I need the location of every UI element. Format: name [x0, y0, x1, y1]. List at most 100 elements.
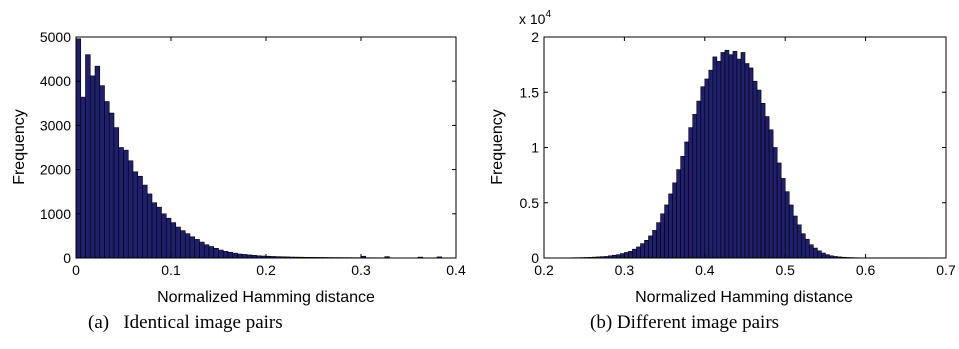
histogram-bar: [736, 58, 742, 259]
histogram-bar: [636, 246, 641, 259]
y-tick-label: 0.5: [520, 195, 540, 211]
histogram-bar: [804, 238, 810, 259]
histogram-bar: [137, 175, 143, 259]
histogram-bar: [203, 244, 210, 259]
histogram-bar: [189, 236, 196, 259]
histogram-bar: [161, 213, 167, 259]
x-tick-label: 0: [72, 262, 80, 278]
histogram-bar: [788, 204, 794, 259]
x-tick-label: 0.3: [351, 262, 371, 278]
exponent-base-b: x 10: [519, 11, 546, 27]
histogram-bar: [809, 244, 814, 259]
histogram-bar: [241, 254, 248, 259]
histogram-bar: [740, 52, 746, 259]
exponent-power-b: 4: [545, 9, 551, 20]
histogram-bar: [708, 69, 714, 259]
histogram-bar: [624, 252, 629, 259]
y-tick-label: 4000: [40, 73, 71, 89]
histogram-bar: [700, 86, 706, 259]
x-tick-label: 0.2: [534, 262, 554, 278]
histogram-bar: [813, 247, 818, 259]
x-tick-label: 0.3: [615, 262, 635, 278]
ticks-b: 0.2 0.3 0.4 0.5 0.6 0.7 0 0.5 1 1.5 2: [520, 29, 956, 278]
histogram-bar: [664, 204, 669, 259]
histogram-bar: [199, 241, 205, 259]
histogram-bar: [732, 51, 738, 259]
exponent-label-b: x 104: [519, 9, 551, 27]
histogram-bar: [208, 246, 215, 259]
histogram-bar: [175, 226, 181, 259]
x-tick-label: 0.7: [936, 262, 956, 278]
histogram-bar: [817, 250, 822, 259]
histogram-bar: [132, 171, 139, 259]
histogram-bar: [146, 193, 153, 259]
x-tick-label: 0.4: [446, 262, 466, 278]
histogram-bar: [644, 240, 649, 259]
histogram-bar: [692, 114, 698, 259]
ylabel-a: Frequency: [11, 109, 28, 185]
histogram-bar: [170, 222, 177, 259]
histogram-bar: [99, 85, 105, 259]
histogram-bar: [218, 249, 224, 259]
histogram-bar: [792, 215, 798, 259]
chart-a: 0 0.1 0.2 0.3 0.4 0 1000 2000 3000 4000 5000 Norma…: [11, 29, 466, 306]
y-tick-label: 0: [531, 250, 539, 266]
histogram-bar: [724, 49, 730, 259]
histogram-bar: [237, 253, 243, 259]
histogram-bar: [184, 233, 191, 259]
histogram-bar: [156, 206, 162, 259]
histogram-bar: [728, 54, 734, 259]
histogram-bar: [127, 160, 134, 259]
histogram-bar: [668, 193, 673, 259]
histogram-bar: [704, 78, 710, 259]
histogram-bar: [232, 252, 238, 259]
bars-b: [563, 49, 927, 259]
histogram-bar: [89, 75, 96, 259]
histogram-bar: [684, 141, 690, 259]
y-tick-label: 5000: [40, 29, 71, 45]
y-tick-label: 1000: [40, 206, 71, 222]
bars-a: [75, 38, 457, 259]
histogram-bar: [800, 233, 806, 259]
histogram-bar: [227, 251, 234, 259]
histogram-bar: [772, 147, 778, 259]
histogram-bar: [756, 89, 762, 259]
histogram-bar: [780, 178, 786, 259]
histogram-bar: [151, 202, 158, 259]
histogram-bar: [760, 103, 766, 259]
histogram-bar: [660, 213, 665, 259]
histogram-bar: [632, 248, 637, 259]
histogram-bar: [688, 127, 694, 259]
histogram-bar: [676, 169, 681, 259]
histogram-bar: [194, 239, 200, 259]
y-tick-label: 0: [63, 250, 71, 266]
x-tick-label: 0.5: [775, 262, 795, 278]
histogram-bar: [821, 252, 826, 259]
y-tick-label: 3000: [40, 117, 71, 133]
histogram-bar: [104, 101, 110, 259]
histogram-bar: [213, 247, 219, 259]
histogram-bar: [108, 112, 115, 259]
caption-b: (b) Different image pairs: [590, 312, 780, 333]
x-tick-label: 0.1: [161, 262, 181, 278]
histogram-bar: [648, 235, 653, 259]
histogram-bar: [180, 230, 186, 259]
histogram-bar: [696, 100, 702, 259]
histogram-bar: [744, 63, 750, 259]
histogram-bar: [764, 116, 770, 259]
x-tick-label: 0.6: [856, 262, 876, 278]
histogram-bar: [222, 251, 229, 259]
xlabel-a: Normalized Hamming distance: [157, 289, 375, 306]
histogram-bar: [123, 149, 129, 259]
histogram-bar: [652, 230, 657, 259]
histogram-bar: [75, 38, 82, 259]
histogram-bar: [656, 222, 661, 259]
histogram-bar: [720, 52, 726, 259]
histogram-bar: [113, 127, 120, 259]
histogram-bar: [118, 147, 124, 259]
histogram-bar: [748, 67, 754, 259]
histogram-bar: [768, 129, 774, 259]
y-tick-label: 2000: [40, 162, 71, 178]
ticks-a: 0 0.1 0.2 0.3 0.4 0 1000 2000 3000 4000 5000: [40, 29, 466, 278]
